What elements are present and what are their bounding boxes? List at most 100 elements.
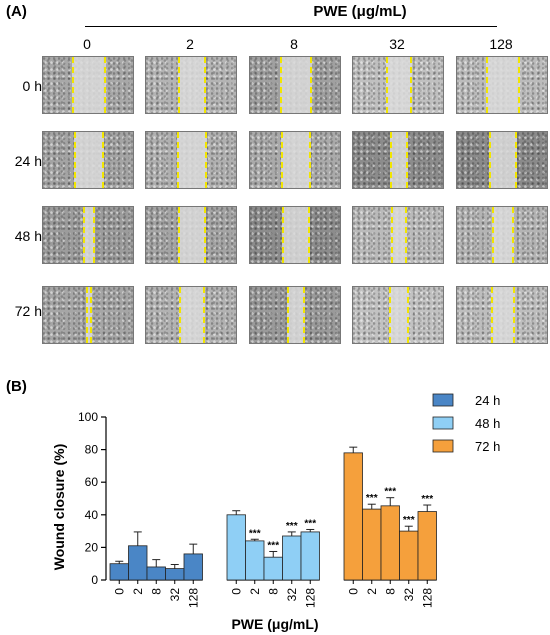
scratch-edge-line — [309, 132, 312, 188]
scratch-edge-line — [176, 132, 179, 188]
x-tick-label: 2 — [131, 588, 145, 595]
scratch-edge-line — [205, 132, 208, 188]
wound-gap — [72, 57, 106, 113]
legend-label: 72 h — [475, 439, 500, 454]
wound-gap — [389, 287, 409, 343]
wound-gap — [280, 132, 312, 188]
scratch-edge-line — [491, 287, 494, 343]
legend-swatch — [432, 439, 454, 453]
scratch-edge-line — [179, 287, 182, 343]
scratch-edge-line — [280, 132, 283, 188]
bar — [380, 505, 400, 581]
scratch-edge-line — [307, 207, 310, 263]
scratch-edge-line — [202, 287, 205, 343]
micrograph-tile — [456, 206, 548, 264]
x-tick-label: 0 — [229, 588, 243, 595]
y-axis-label: Wound closure (%) — [51, 444, 67, 571]
scratch-edge-line — [404, 207, 407, 263]
x-tick-label: 128 — [420, 588, 434, 608]
wound-gap — [282, 207, 310, 263]
micrograph-tile — [456, 286, 548, 344]
wound-gap — [486, 57, 520, 113]
micrograph-tile — [456, 131, 548, 189]
wound-gap — [286, 287, 306, 343]
scratch-edge-line — [89, 287, 92, 343]
micrograph-tile — [456, 56, 548, 114]
y-tick-label: 20 — [85, 540, 99, 554]
micrograph-tile — [249, 131, 341, 189]
micrograph-tile — [42, 206, 134, 264]
scratch-edge-line — [103, 57, 106, 113]
scratch-edge-line — [514, 132, 517, 188]
bar — [399, 530, 419, 581]
micrograph-tile — [352, 56, 444, 114]
x-tick-label: 32 — [402, 588, 416, 602]
wound-closure-chart: Wound closure (%) PWE (μg/mL) 0204060801… — [51, 393, 500, 632]
micrograph-tile — [145, 56, 237, 114]
time-label-72h: 72 h — [14, 303, 42, 319]
bar — [417, 511, 437, 581]
micrograph-tile — [249, 206, 341, 264]
scratch-edge-line — [204, 207, 207, 263]
scratch-edge-line — [82, 207, 85, 263]
wound-gap — [73, 132, 105, 188]
bar — [183, 553, 203, 581]
bar — [245, 540, 265, 581]
legend-swatch — [432, 416, 454, 430]
x-tick-label: 8 — [266, 588, 280, 595]
scratch-edge-line — [93, 207, 96, 263]
bar — [226, 514, 246, 581]
micrograph-tile — [42, 131, 134, 189]
scratch-edge-line — [72, 57, 75, 113]
scratch-edge-line — [410, 57, 413, 113]
bar — [128, 545, 148, 581]
y-tick-label: 60 — [85, 475, 99, 489]
scratch-edge-line — [492, 207, 495, 263]
header-divider — [85, 26, 497, 27]
scratch-edge-line — [486, 57, 489, 113]
conc-label-128: 128 — [489, 36, 513, 52]
scratch-edge-line — [177, 207, 180, 263]
scratch-edge-line — [303, 287, 306, 343]
wound-gap — [177, 207, 207, 263]
legend-label: 24 h — [475, 393, 500, 408]
micrograph-tile — [352, 206, 444, 264]
bar — [146, 566, 166, 581]
conc-label-2: 2 — [186, 36, 194, 52]
bar — [343, 452, 363, 581]
wound-gap — [389, 132, 409, 188]
x-tick-label: 8 — [383, 588, 397, 595]
micrograph-tile — [352, 131, 444, 189]
significance-marker: *** — [421, 494, 433, 505]
bar — [282, 535, 302, 581]
bar — [263, 556, 283, 581]
panel-a-label: (A) — [6, 3, 27, 20]
scratch-edge-line — [489, 132, 492, 188]
micrograph-tile — [145, 206, 237, 264]
significance-marker: *** — [267, 540, 279, 551]
y-tick-label: 40 — [85, 508, 99, 522]
micrograph-tile — [42, 56, 134, 114]
scratch-edge-line — [385, 57, 388, 113]
x-tick-label: 0 — [112, 588, 126, 595]
scratch-edge-line — [286, 287, 289, 343]
time-label-0h: 0 h — [22, 78, 42, 94]
wound-gap — [177, 57, 207, 113]
x-axis-label: PWE (μg/mL) — [231, 616, 318, 632]
wound-gap — [279, 57, 313, 113]
y-tick-label: 80 — [85, 443, 99, 457]
scratch-edge-line — [279, 57, 282, 113]
significance-marker: *** — [249, 528, 261, 539]
significance-marker: *** — [384, 487, 396, 498]
x-tick-label: 32 — [285, 588, 299, 602]
wound-gap — [82, 207, 96, 263]
significance-marker: *** — [403, 515, 415, 526]
wound-gap — [385, 57, 413, 113]
x-tick-label: 2 — [248, 588, 262, 595]
wound-gap — [489, 132, 517, 188]
scratch-edge-line — [512, 287, 515, 343]
scratch-edge-line — [391, 207, 394, 263]
conc-label-8: 8 — [290, 36, 298, 52]
scratch-edge-line — [204, 57, 207, 113]
micrograph-tile — [249, 286, 341, 344]
